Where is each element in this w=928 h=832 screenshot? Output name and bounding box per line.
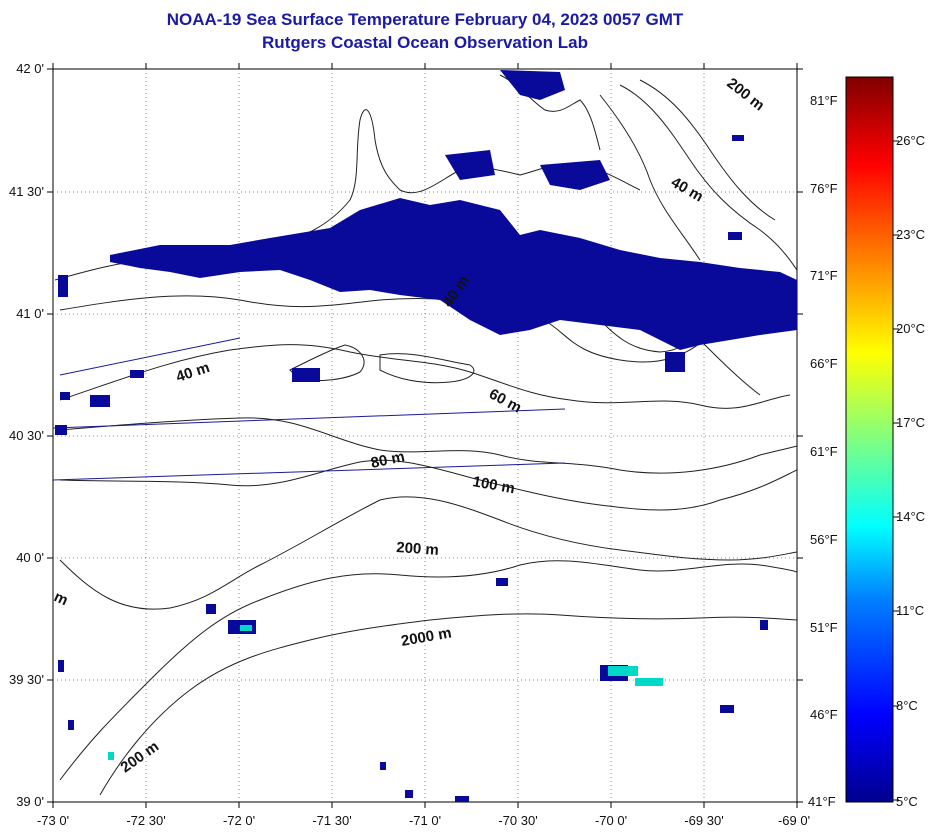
c-label-20: 20°C <box>896 321 925 336</box>
lon-label-69-30: -69 30' <box>684 813 723 828</box>
map-subtitle: Rutgers Coastal Ocean Observation Lab <box>262 33 588 52</box>
colorbar: 26°C 23°C 20°C 17°C 14°C 11°C 8°C 5°C <box>845 76 925 809</box>
f-label-71: 71°F <box>810 268 838 283</box>
map-title: NOAA-19 Sea Surface Temperature February… <box>166 10 684 29</box>
lat-label-42: 42 0' <box>16 61 44 76</box>
sst-data <box>55 70 797 802</box>
lat-label-40-30: 40 30' <box>9 428 44 443</box>
lon-label-71-30: -71 30' <box>312 813 351 828</box>
lat-label-41-30: 41 30' <box>9 184 44 199</box>
lat-label-39-30: 39 30' <box>9 672 44 687</box>
satellite-track <box>53 337 566 481</box>
c-label-8: 8°C <box>896 698 918 713</box>
f-label-46: 46°F <box>810 707 838 722</box>
c-label-26: 26°C <box>896 133 925 148</box>
lon-label-73: -73 0' <box>37 813 69 828</box>
lat-label-40: 40 0' <box>16 550 44 565</box>
f-label-41: 41°F <box>808 794 836 809</box>
lon-label-71: -71 0' <box>409 813 441 828</box>
c-label-11: 11°C <box>896 603 924 618</box>
lon-label-69: -69 0' <box>778 813 810 828</box>
lat-label-41: 41 0' <box>16 306 44 321</box>
fahrenheit-scale: 81°F 76°F 71°F 66°F 61°F 56°F 51°F 46°F … <box>808 93 838 809</box>
f-label-61: 61°F <box>810 444 838 459</box>
c-label-5: 5°C <box>896 794 918 809</box>
c-label-17: 17°C <box>896 415 925 430</box>
longitude-axis: -73 0' -72 30' -72 0' -71 30' -71 0' -70… <box>37 63 810 828</box>
contour-label-200m-mid: 200 m <box>396 539 440 559</box>
c-label-23: 23°C <box>896 227 925 242</box>
graticule <box>53 69 797 802</box>
sst-warm-patches <box>108 625 663 760</box>
f-label-51: 51°F <box>810 620 838 635</box>
lat-label-39: 39 0' <box>16 794 44 809</box>
contour-label-80m: 80 m <box>369 448 406 472</box>
f-label-81: 81°F <box>810 93 838 108</box>
lon-label-70-30: -70 30' <box>498 813 537 828</box>
f-label-76: 76°F <box>810 181 838 196</box>
f-label-66: 66°F <box>810 356 838 371</box>
lon-label-72: -72 0' <box>223 813 255 828</box>
lon-label-72-30: -72 30' <box>126 813 165 828</box>
latitude-axis: 42 0' 41 30' 41 0' 40 30' 40 0' 39 30' 3… <box>9 61 803 809</box>
f-label-56: 56°F <box>810 532 838 547</box>
contour-label-m-partial: m <box>51 588 70 609</box>
c-label-14: 14°C <box>896 509 925 524</box>
lon-label-70: -70 0' <box>595 813 627 828</box>
